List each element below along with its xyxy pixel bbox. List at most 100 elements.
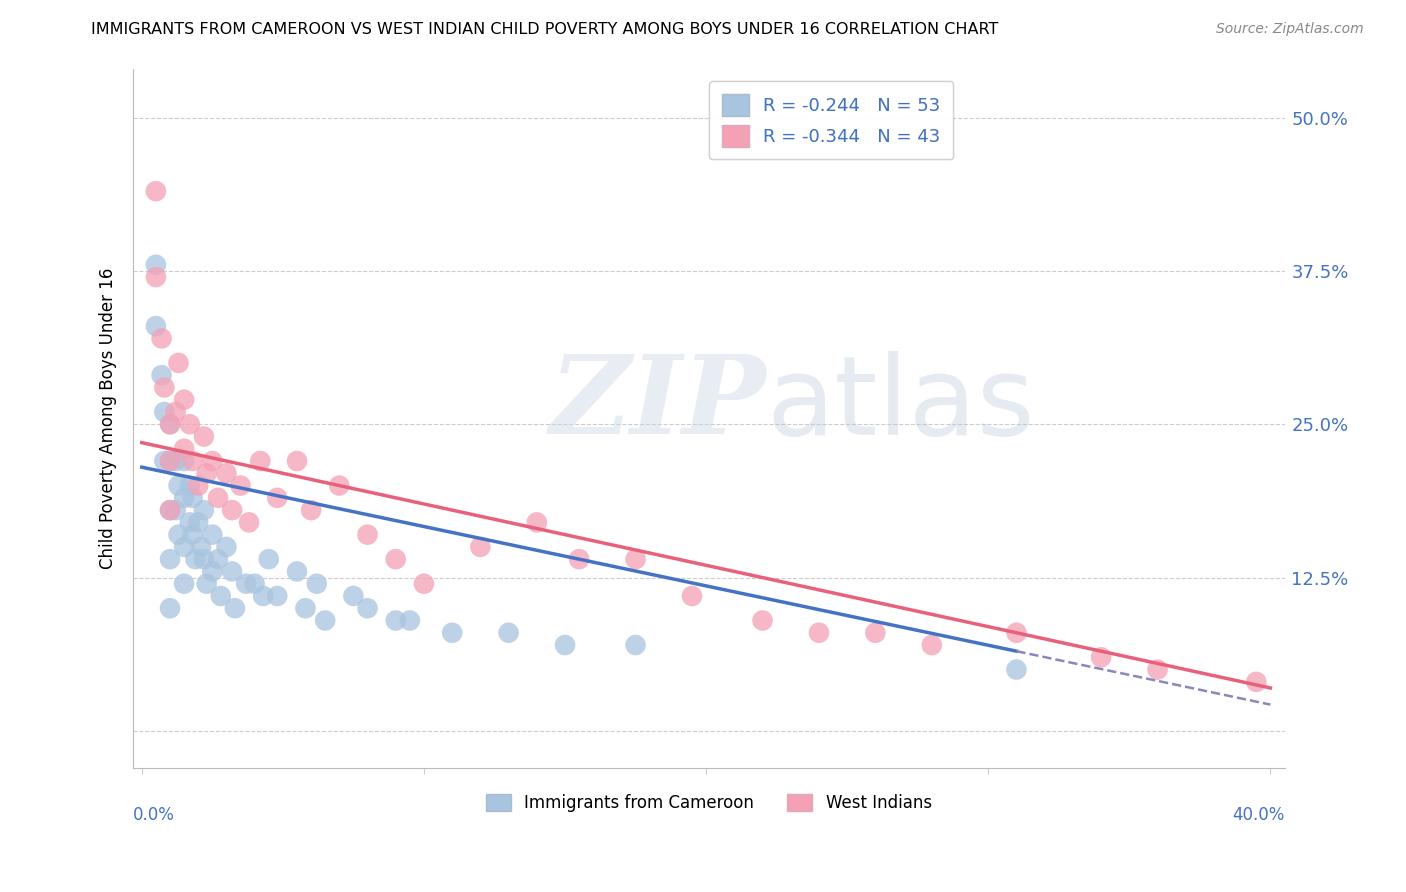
Point bbox=[1090, 650, 1112, 665]
Point bbox=[145, 319, 167, 334]
Point bbox=[150, 331, 173, 345]
Point bbox=[195, 576, 218, 591]
Point bbox=[624, 552, 647, 566]
Text: 0.0%: 0.0% bbox=[134, 806, 176, 824]
Text: atlas: atlas bbox=[766, 351, 1035, 458]
Point bbox=[179, 417, 201, 432]
Point bbox=[229, 478, 252, 492]
Point bbox=[167, 356, 190, 370]
Point bbox=[398, 614, 420, 628]
Point bbox=[441, 625, 464, 640]
Point bbox=[165, 503, 187, 517]
Point bbox=[384, 614, 406, 628]
Point bbox=[159, 417, 181, 432]
Y-axis label: Child Poverty Among Boys Under 16: Child Poverty Among Boys Under 16 bbox=[100, 268, 117, 569]
Point bbox=[921, 638, 943, 652]
Point bbox=[470, 540, 492, 554]
Point bbox=[159, 552, 181, 566]
Point bbox=[285, 454, 308, 468]
Point bbox=[356, 527, 378, 541]
Point bbox=[190, 540, 212, 554]
Point bbox=[554, 638, 576, 652]
Point bbox=[153, 380, 176, 394]
Point bbox=[238, 516, 260, 530]
Point bbox=[145, 270, 167, 285]
Point bbox=[342, 589, 364, 603]
Text: IMMIGRANTS FROM CAMEROON VS WEST INDIAN CHILD POVERTY AMONG BOYS UNDER 16 CORREL: IMMIGRANTS FROM CAMEROON VS WEST INDIAN … bbox=[91, 22, 998, 37]
Point bbox=[201, 565, 224, 579]
Point bbox=[153, 405, 176, 419]
Point bbox=[384, 552, 406, 566]
Point bbox=[207, 552, 229, 566]
Point bbox=[159, 417, 181, 432]
Point bbox=[266, 491, 288, 505]
Point bbox=[299, 503, 322, 517]
Point bbox=[167, 527, 190, 541]
Point bbox=[865, 625, 887, 640]
Point bbox=[181, 491, 204, 505]
Point bbox=[751, 614, 773, 628]
Point bbox=[167, 478, 190, 492]
Point bbox=[159, 503, 181, 517]
Point bbox=[159, 454, 181, 468]
Point bbox=[184, 552, 207, 566]
Point bbox=[235, 576, 257, 591]
Point bbox=[356, 601, 378, 615]
Point bbox=[243, 576, 266, 591]
Point bbox=[1005, 663, 1028, 677]
Point bbox=[294, 601, 316, 615]
Text: 40.0%: 40.0% bbox=[1232, 806, 1285, 824]
Point bbox=[201, 454, 224, 468]
Point bbox=[221, 565, 243, 579]
Point bbox=[195, 467, 218, 481]
Point bbox=[215, 540, 238, 554]
Point bbox=[209, 589, 232, 603]
Point bbox=[187, 478, 209, 492]
Point bbox=[173, 392, 195, 407]
Point bbox=[624, 638, 647, 652]
Point bbox=[159, 503, 181, 517]
Point bbox=[498, 625, 520, 640]
Point bbox=[285, 565, 308, 579]
Point bbox=[150, 368, 173, 383]
Point bbox=[153, 454, 176, 468]
Point bbox=[221, 503, 243, 517]
Point bbox=[224, 601, 246, 615]
Point bbox=[159, 601, 181, 615]
Point bbox=[314, 614, 336, 628]
Point bbox=[413, 576, 436, 591]
Point bbox=[181, 527, 204, 541]
Point bbox=[193, 552, 215, 566]
Point bbox=[181, 454, 204, 468]
Point bbox=[215, 467, 238, 481]
Text: Source: ZipAtlas.com: Source: ZipAtlas.com bbox=[1216, 22, 1364, 37]
Point bbox=[145, 258, 167, 272]
Point bbox=[807, 625, 830, 640]
Legend: R = -0.244   N = 53, R = -0.344   N = 43: R = -0.244 N = 53, R = -0.344 N = 43 bbox=[709, 81, 953, 160]
Point bbox=[193, 429, 215, 443]
Point bbox=[173, 540, 195, 554]
Point bbox=[681, 589, 703, 603]
Point bbox=[568, 552, 591, 566]
Point bbox=[165, 454, 187, 468]
Point bbox=[266, 589, 288, 603]
Point bbox=[145, 184, 167, 198]
Point bbox=[159, 454, 181, 468]
Point bbox=[179, 478, 201, 492]
Point bbox=[165, 405, 187, 419]
Point bbox=[201, 527, 224, 541]
Point bbox=[328, 478, 350, 492]
Text: ZIP: ZIP bbox=[550, 351, 766, 458]
Point bbox=[252, 589, 274, 603]
Point bbox=[1146, 663, 1168, 677]
Point bbox=[173, 576, 195, 591]
Point bbox=[193, 503, 215, 517]
Point bbox=[1005, 625, 1028, 640]
Point bbox=[249, 454, 271, 468]
Point bbox=[526, 516, 548, 530]
Point bbox=[257, 552, 280, 566]
Point bbox=[305, 576, 328, 591]
Point bbox=[173, 491, 195, 505]
Point bbox=[179, 516, 201, 530]
Point bbox=[187, 516, 209, 530]
